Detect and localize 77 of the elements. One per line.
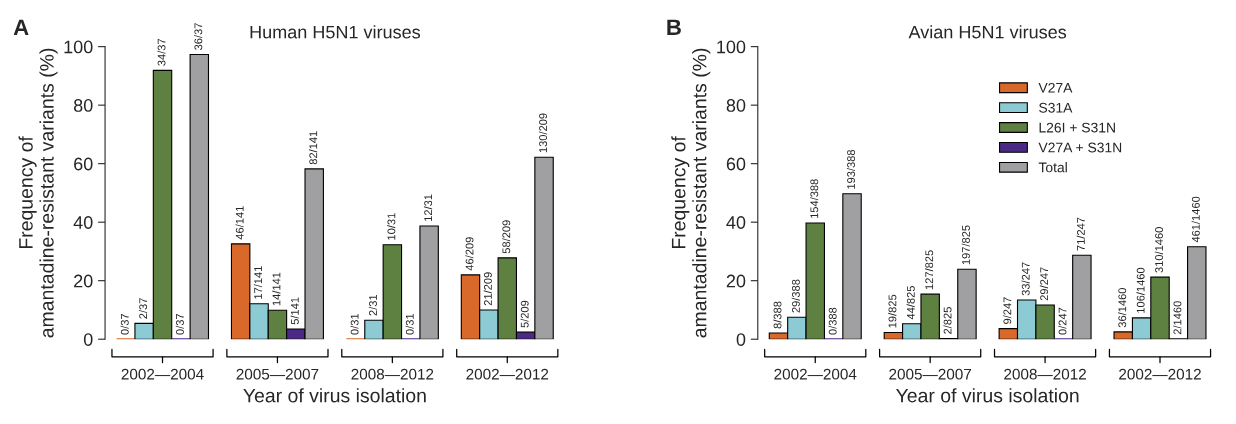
- data-label: 8/388: [773, 301, 782, 329]
- data-label: 127/825: [924, 250, 934, 290]
- data-label: 154/388: [810, 179, 819, 219]
- data-label: 2/31: [368, 294, 377, 316]
- y-tick-label: 100: [64, 40, 93, 54]
- data-label: 36/37: [194, 23, 203, 50]
- legend-label: L26I + S31N: [1039, 122, 1115, 133]
- text: B: [667, 19, 681, 35]
- data-label: 0/388: [828, 307, 837, 335]
- data-label: 310/1460: [1154, 227, 1163, 273]
- x-tick-label: 2008—2012: [351, 368, 434, 380]
- chart-title: Avian H5N1 viruses: [908, 25, 1067, 39]
- legend-label: S31A: [1039, 102, 1073, 113]
- data-label: 46/141: [235, 206, 244, 240]
- data-label: 106/1460: [1136, 267, 1145, 313]
- data-label: 29/388: [791, 279, 800, 313]
- y-tick-label: 60: [726, 157, 746, 171]
- bar: [419, 225, 439, 340]
- data-label: 0/31: [350, 313, 359, 335]
- data-label: 2/825: [943, 307, 952, 334]
- legend-label: V27A: [1038, 82, 1073, 93]
- y-tick-label: 20: [74, 274, 93, 288]
- data-label: 2/1460: [1173, 301, 1182, 335]
- data-label: 0/247: [1058, 307, 1067, 335]
- x-tick-label: 2008—2012: [1004, 368, 1086, 380]
- data-label: 0/37: [120, 313, 129, 335]
- data-label: 14/141: [272, 272, 281, 306]
- bar: [1072, 254, 1092, 340]
- x-tick-label: 2002—2004: [121, 368, 204, 380]
- data-label: 5/141: [290, 297, 299, 325]
- data-label: 0/31: [405, 313, 414, 335]
- data-label: 5/209: [520, 300, 529, 328]
- data-label: 46/209: [465, 237, 474, 271]
- y-tick-label: 20: [726, 274, 746, 288]
- x-tick-label: 2002—2012: [1119, 368, 1201, 380]
- data-label: 44/825: [906, 286, 915, 320]
- data-label: 2/37: [138, 298, 148, 319]
- data-label: 29/247: [1039, 267, 1049, 301]
- x-axis-title: Year of virus isolation: [896, 388, 1079, 403]
- data-label: 10/31: [387, 213, 396, 240]
- data-label: 71/247: [1076, 217, 1085, 251]
- x-tick-label: 2005—2007: [236, 368, 319, 380]
- data-label: 17/141: [253, 266, 263, 299]
- x-tick-label: 2005—2007: [889, 368, 972, 380]
- data-label: 34/37: [157, 38, 166, 66]
- data-label: 0/37: [175, 313, 184, 335]
- y-tick-label: 40: [73, 216, 93, 229]
- bar: [842, 193, 862, 340]
- y-axis-title: Frequency of amantadine-resistant variants (%): [671, 48, 711, 338]
- x-tick-label: 2002—2004: [774, 368, 857, 380]
- data-label: 33/247: [1021, 262, 1030, 296]
- y-tick-label: 60: [74, 157, 93, 171]
- y-tick-label: 0: [736, 333, 746, 346]
- y-tick-label: 40: [726, 216, 746, 229]
- data-label: 130/209: [538, 113, 548, 153]
- data-label: 461/1460: [1191, 196, 1200, 243]
- data-label: 21/209: [483, 272, 492, 306]
- data-label: 193/388: [846, 149, 856, 189]
- data-label: 9/247: [1003, 297, 1012, 324]
- y-tick-label: 100: [717, 40, 746, 54]
- data-label: 36/1460: [1118, 287, 1127, 328]
- text: A: [13, 19, 29, 35]
- data-label: 82/141: [309, 131, 318, 165]
- legend-label: V27A + S31N: [1038, 142, 1122, 153]
- x-axis-title: Year of virus isolation: [243, 388, 426, 403]
- y-tick-label: 80: [726, 99, 746, 112]
- data-label: 197/825: [961, 225, 970, 265]
- data-label: 12/31: [423, 194, 433, 221]
- y-axis-title: Frequency of amantadine-resistant variants (%): [18, 48, 58, 338]
- bar: [189, 53, 210, 340]
- data-label: 58/209: [502, 220, 511, 254]
- x-tick-label: 2002—2012: [466, 368, 549, 380]
- y-tick-label: 0: [83, 333, 93, 346]
- y-tick-label: 80: [73, 99, 93, 112]
- chart-title: Human H5N1 viruses: [250, 25, 421, 39]
- legend-label: Total: [1038, 162, 1067, 173]
- data-label: 19/825: [888, 294, 897, 328]
